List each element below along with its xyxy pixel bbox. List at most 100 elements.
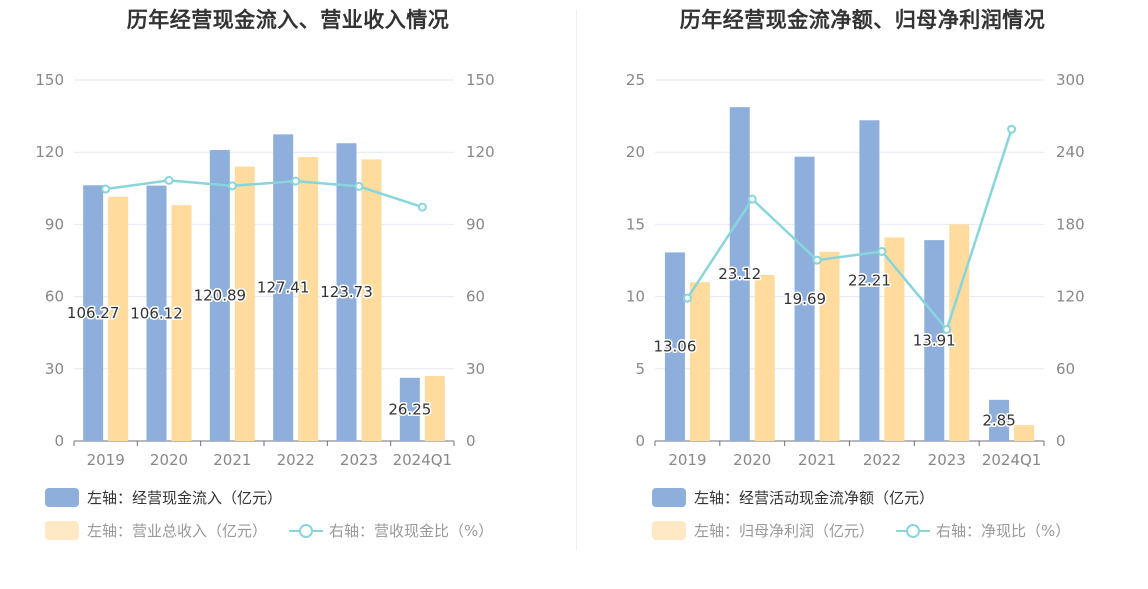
net-cash-flow-chart: 0 0 5 60 10 120 15 180 20 240 25 300 2019 2020 2021 202… [626, 71, 1085, 469]
data-label-2024Q1: 26.25 [388, 400, 431, 418]
x-tick-label: 2019 [668, 451, 706, 469]
bar-2021-secondary[interactable] [819, 251, 840, 441]
legend-item-revenue[interactable]: 左轴：营业总收入（亿元） [45, 520, 267, 541]
x-tick-label: 2022 [277, 451, 315, 469]
y-right-tick-label: 30 [466, 360, 485, 378]
data-label-2023: 123.73 [320, 283, 373, 301]
chart-panel-cash-inflow: 历年经营现金流入、营业收入情况 0 0 30 30 60 60 90 90 120 120 150 1… [35, 8, 515, 541]
data-label-2020: 23.12 [718, 265, 761, 283]
x-tick-label: 2023 [340, 451, 378, 469]
data-label-2024Q1: 2.85 [982, 411, 1015, 429]
ratio-point-2022[interactable] [877, 246, 887, 256]
ratio-point-2022[interactable] [291, 176, 301, 186]
legend-label: 左轴：经营现金流入（亿元） [87, 489, 283, 507]
cash-inflow-chart: 0 0 30 30 60 60 90 90 120 120 150 150 2019 2020 2021 20… [35, 71, 495, 469]
y-left-tick-label: 0 [635, 432, 645, 450]
y-right-tick-label: 300 [1056, 71, 1085, 89]
bar-2023-secondary[interactable] [361, 159, 382, 442]
ratio-point-2019[interactable] [101, 184, 111, 194]
y-left-tick-label: 5 [635, 360, 645, 378]
data-label-2023: 13.91 [913, 332, 956, 350]
bar-2023-primary[interactable] [924, 240, 945, 441]
bar-2024Q1-secondary[interactable] [1014, 425, 1035, 441]
bar-2021-primary[interactable] [794, 156, 815, 442]
bar-2023-primary[interactable] [336, 143, 357, 441]
x-tick-label: 2022 [863, 451, 901, 469]
legend-item-net-cash-flow[interactable]: 左轴：经营活动现金流净额（亿元） [652, 487, 934, 508]
bar-2022-secondary[interactable] [298, 157, 319, 441]
y-left-tick-label: 20 [626, 143, 645, 161]
bar-2024Q1-primary[interactable] [399, 377, 420, 441]
legend-swatch-blue [45, 488, 79, 507]
data-label-2019: 13.06 [653, 338, 696, 356]
ratio-line [686, 128, 1013, 332]
bar-2020-primary[interactable] [146, 185, 167, 441]
legend-swatch-orange [45, 521, 79, 540]
bar-2022-primary[interactable] [273, 134, 294, 442]
data-label-2021: 120.89 [194, 287, 247, 305]
y-right-tick-label: 0 [466, 432, 476, 450]
y-left-tick-label: 30 [45, 360, 64, 378]
legend-item-net-cash-ratio[interactable]: 右轴：净现比（%） [896, 520, 1070, 541]
ratio-point-2024Q1[interactable] [1007, 124, 1017, 134]
y-left-tick-label: 10 [626, 288, 645, 306]
bar-2019-secondary[interactable] [689, 282, 710, 441]
y-left-tick-label: 90 [45, 215, 64, 233]
legend-label: 左轴：营业总收入（亿元） [87, 522, 268, 540]
legend-item-cash-inflow[interactable]: 左轴：经营现金流入（亿元） [45, 487, 282, 508]
y-right-tick-label: 60 [466, 288, 485, 306]
x-tick-label: 2024Q1 [393, 451, 453, 469]
y-right-tick-label: 120 [1056, 288, 1085, 306]
legend-item-ratio[interactable]: 右轴：营收现金比（%） [289, 520, 493, 541]
legend-row-1: 左轴：经营现金流入（亿元） [45, 487, 304, 508]
x-tick-label: 2021 [213, 451, 251, 469]
data-label-2019: 106.27 [67, 304, 120, 322]
chart-title: 历年经营现金流入、营业收入情况 [126, 8, 450, 32]
data-label-2021: 19.69 [783, 290, 826, 308]
bar-2021-secondary[interactable] [234, 166, 255, 441]
x-tick-label: 2020 [733, 451, 771, 469]
legend-line-marker-icon [896, 521, 931, 540]
bar-2019-primary[interactable] [664, 252, 685, 441]
bar-2024Q1-secondary[interactable] [424, 376, 445, 441]
ratio-point-2020[interactable] [164, 175, 174, 185]
legend-label: 右轴：净现比（%） [936, 522, 1071, 540]
ratio-point-2023[interactable] [354, 181, 364, 191]
ratio-point-2023[interactable] [942, 324, 952, 334]
x-tick-label: 2021 [798, 451, 836, 469]
bar-2019-secondary[interactable] [108, 196, 129, 441]
bar-2020-secondary[interactable] [754, 274, 775, 441]
legend-item-net-profit[interactable]: 左轴：归母净利润（亿元） [652, 520, 874, 541]
ratio-point-2019[interactable] [682, 293, 692, 303]
panel-divider [576, 10, 577, 550]
ratio-point-2024Q1[interactable] [417, 202, 427, 212]
legend-row-2: 左轴：归母净利润（亿元） 右轴：净现比（%） [652, 520, 1092, 541]
x-tick-label: 2020 [150, 451, 188, 469]
y-right-tick-label: 150 [466, 71, 495, 89]
chart-title: 历年经营现金流净额、归母净利润情况 [679, 8, 1046, 32]
data-label-2022: 127.41 [257, 279, 310, 297]
ratio-point-2021[interactable] [227, 181, 237, 191]
bar-2020-primary[interactable] [729, 107, 750, 441]
bar-2024Q1-primary[interactable] [989, 399, 1010, 441]
legend-swatch-orange [652, 521, 686, 540]
bar-2019-primary[interactable] [83, 185, 104, 441]
legend-row-2: 左轴：营业总收入（亿元） 右轴：营收现金比（%） [45, 520, 515, 541]
bar-2022-primary[interactable] [859, 120, 880, 441]
ratio-point-2020[interactable] [747, 194, 757, 204]
ratio-point-2021[interactable] [812, 255, 822, 265]
y-right-tick-label: 120 [466, 143, 495, 161]
y-right-tick-label: 240 [1056, 143, 1085, 161]
y-right-tick-label: 0 [1056, 432, 1066, 450]
legend-row-1: 左轴：经营活动现金流净额（亿元） [652, 487, 956, 508]
bar-2021-primary[interactable] [209, 150, 230, 442]
y-left-tick-label: 60 [45, 288, 64, 306]
data-label-2020: 106.12 [130, 304, 183, 322]
y-right-tick-label: 180 [1056, 215, 1085, 233]
chart-panel-net-cash-flow: 历年经营现金流净额、归母净利润情况 0 0 5 60 10 120 15 180 20 240 25… [577, 0, 1148, 589]
legend-label: 左轴：归母净利润（亿元） [694, 522, 875, 540]
legend-label: 右轴：营收现金比（%） [329, 522, 494, 540]
bar-2022-secondary[interactable] [884, 237, 905, 441]
bar-2020-secondary[interactable] [171, 205, 192, 441]
y-left-tick-label: 150 [35, 71, 64, 89]
